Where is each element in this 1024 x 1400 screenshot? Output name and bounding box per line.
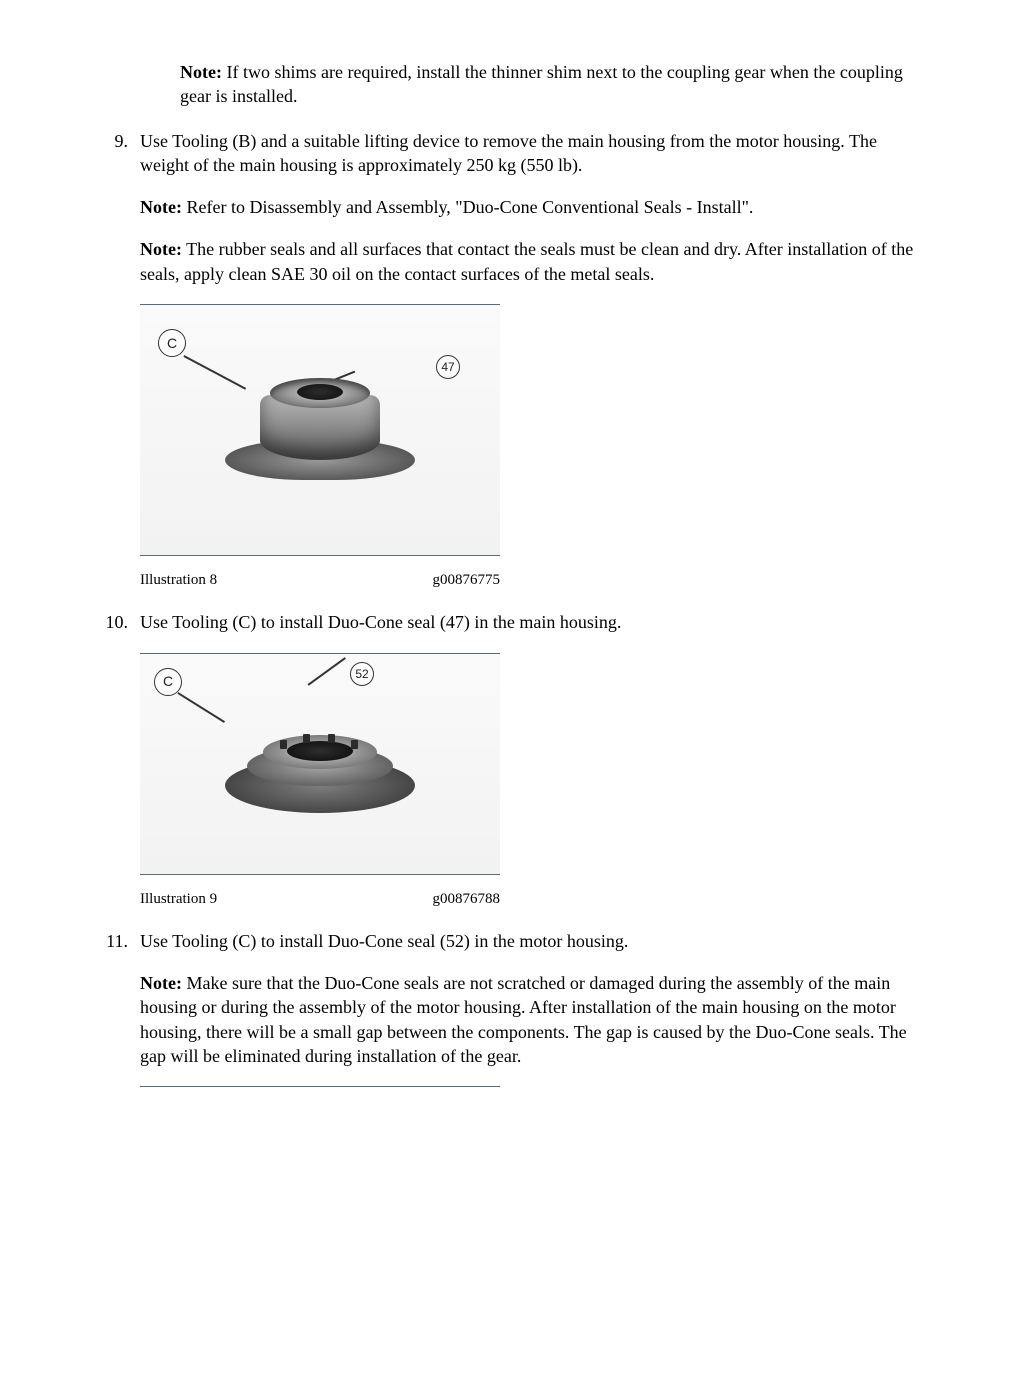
step-11: 11. Use Tooling (C) to install Duo-Cone … — [80, 929, 924, 1087]
step-text: Use Tooling (C) to install Duo-Cone seal… — [140, 929, 924, 953]
step-content: Use Tooling (C) to install Duo-Cone seal… — [140, 610, 924, 909]
trailing-rule — [140, 1086, 924, 1087]
step-note-1: Note: Make sure that the Duo-Cone seals … — [140, 971, 924, 1068]
note-text: The rubber seals and all surfaces that c… — [140, 239, 913, 283]
mechanical-part-icon — [225, 706, 415, 821]
step-number: 10. — [98, 610, 128, 634]
step-note-2: Note: The rubber seals and all surfaces … — [140, 237, 924, 286]
leader-line — [178, 692, 225, 722]
step-number: 11. — [98, 929, 128, 953]
figure-caption: Illustration 9 g00876788 — [140, 889, 500, 909]
leader-line — [308, 657, 346, 685]
step-10: 10. Use Tooling (C) to install Duo-Cone … — [80, 610, 924, 909]
figure-image: C 47 — [140, 305, 500, 555]
note-text: Refer to Disassembly and Assembly, "Duo-… — [182, 197, 753, 217]
figure-image: C 52 — [140, 654, 500, 874]
figure-rule-bottom — [140, 555, 500, 556]
note-text: If two shims are required, install the t… — [180, 62, 903, 106]
callout-52: 52 — [350, 662, 374, 686]
figure-rule-bottom — [140, 874, 500, 875]
step-list: 9. Use Tooling (B) and a suitable liftin… — [80, 129, 924, 1088]
callout-47: 47 — [436, 355, 460, 379]
step-9: 9. Use Tooling (B) and a suitable liftin… — [80, 129, 924, 591]
step-text: Use Tooling (C) to install Duo-Cone seal… — [140, 610, 924, 634]
step-text: Use Tooling (B) and a suitable lifting d… — [140, 129, 924, 178]
intro-note: Note: If two shims are required, install… — [180, 60, 924, 109]
figure-8: C 47 Illustration 8 g00876775 — [140, 304, 924, 590]
step-content: Use Tooling (B) and a suitable lifting d… — [140, 129, 924, 591]
figure-9: C 52 — [140, 653, 924, 909]
note-label: Note: — [140, 239, 182, 259]
note-label: Note: — [140, 197, 182, 217]
step-note-1: Note: Refer to Disassembly and Assembly,… — [140, 195, 924, 219]
figure-rule-top — [140, 1086, 500, 1087]
step-number: 9. — [98, 129, 128, 153]
caption-right: g00876775 — [433, 570, 501, 590]
intro-note-block: Note: If two shims are required, install… — [180, 60, 924, 109]
note-label: Note: — [180, 62, 222, 82]
caption-left: Illustration 9 — [140, 889, 217, 909]
callout-c: C — [158, 329, 186, 357]
note-label: Note: — [140, 973, 182, 993]
caption-left: Illustration 8 — [140, 570, 217, 590]
mechanical-part-icon — [225, 370, 415, 490]
note-text: Make sure that the Duo-Cone seals are no… — [140, 973, 907, 1066]
caption-right: g00876788 — [433, 889, 501, 909]
figure-caption: Illustration 8 g00876775 — [140, 570, 500, 590]
step-content: Use Tooling (C) to install Duo-Cone seal… — [140, 929, 924, 1087]
